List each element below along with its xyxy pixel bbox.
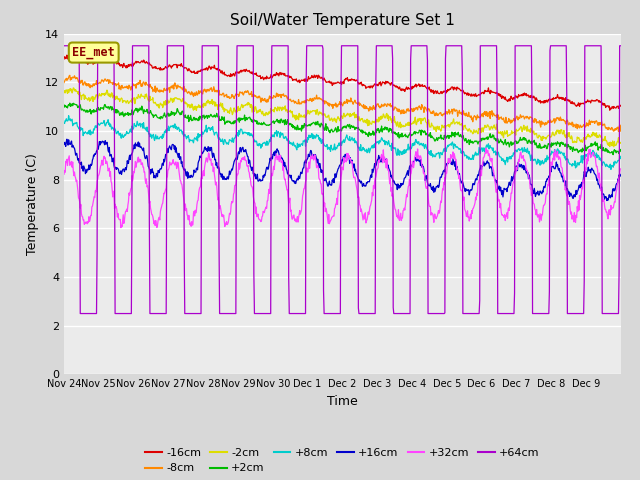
-8cm: [598, 122, 606, 128]
Line: -8cm: -8cm: [64, 75, 621, 132]
-2cm: [70, 85, 77, 91]
-8cm: [60, 80, 68, 85]
+64cm: [60, 43, 68, 48]
+2cm: [88, 111, 95, 117]
+16cm: [63, 136, 71, 142]
+2cm: [164, 110, 172, 116]
+16cm: [388, 176, 396, 182]
-2cm: [88, 95, 95, 100]
-16cm: [292, 77, 300, 83]
-8cm: [292, 99, 300, 105]
+32cm: [483, 145, 490, 151]
+16cm: [589, 168, 597, 173]
-16cm: [598, 100, 606, 106]
+64cm: [76, 311, 84, 316]
-2cm: [164, 97, 172, 103]
+32cm: [599, 199, 607, 204]
+32cm: [388, 191, 396, 197]
+8cm: [607, 167, 615, 172]
-2cm: [60, 90, 68, 96]
+32cm: [87, 213, 95, 218]
+16cm: [598, 192, 606, 198]
+64cm: [292, 311, 300, 316]
+8cm: [164, 127, 172, 133]
-16cm: [589, 98, 597, 104]
-8cm: [66, 72, 74, 78]
-2cm: [589, 131, 597, 137]
+64cm: [617, 43, 625, 48]
-8cm: [164, 86, 172, 92]
+32cm: [117, 225, 125, 230]
+2cm: [66, 100, 74, 106]
Line: -16cm: -16cm: [64, 54, 621, 110]
+64cm: [388, 56, 396, 61]
Line: +8cm: +8cm: [64, 116, 621, 169]
+2cm: [598, 148, 606, 154]
Text: EE_met: EE_met: [72, 46, 115, 59]
+8cm: [388, 144, 396, 150]
+2cm: [609, 152, 617, 157]
-8cm: [589, 119, 597, 125]
+8cm: [598, 162, 606, 168]
Y-axis label: Temperature (C): Temperature (C): [26, 153, 40, 255]
-16cm: [606, 108, 614, 113]
+2cm: [292, 124, 300, 130]
+32cm: [164, 167, 172, 173]
+2cm: [60, 102, 68, 108]
-2cm: [598, 139, 606, 144]
+16cm: [603, 198, 611, 204]
-2cm: [292, 117, 300, 123]
-16cm: [88, 60, 95, 66]
+16cm: [88, 163, 95, 168]
+16cm: [60, 142, 68, 147]
Line: -2cm: -2cm: [64, 88, 621, 147]
-8cm: [88, 84, 95, 90]
+64cm: [88, 311, 95, 316]
Line: +64cm: +64cm: [64, 46, 621, 313]
+8cm: [60, 120, 68, 125]
-2cm: [388, 118, 396, 124]
-16cm: [388, 83, 396, 89]
+8cm: [617, 156, 625, 161]
+32cm: [590, 153, 598, 158]
-2cm: [617, 140, 625, 145]
Line: +16cm: +16cm: [64, 139, 621, 201]
+64cm: [598, 311, 606, 316]
-16cm: [164, 64, 172, 70]
Line: +2cm: +2cm: [64, 103, 621, 155]
+8cm: [589, 153, 597, 159]
X-axis label: Time: Time: [327, 395, 358, 408]
-8cm: [388, 104, 396, 109]
+2cm: [388, 131, 396, 136]
+8cm: [292, 144, 300, 150]
+64cm: [589, 43, 597, 48]
Title: Soil/Water Temperature Set 1: Soil/Water Temperature Set 1: [230, 13, 455, 28]
+2cm: [589, 141, 597, 147]
+32cm: [292, 216, 300, 222]
-8cm: [617, 123, 625, 129]
+64cm: [164, 43, 172, 48]
-8cm: [614, 129, 622, 134]
Line: +32cm: +32cm: [64, 148, 621, 228]
Legend: -16cm, -8cm, -2cm, +2cm, +8cm, +16cm, +32cm, +64cm: -16cm, -8cm, -2cm, +2cm, +8cm, +16cm, +3…: [141, 444, 544, 478]
+16cm: [164, 150, 172, 156]
-16cm: [70, 51, 77, 57]
+8cm: [88, 129, 95, 135]
+16cm: [292, 180, 300, 186]
+32cm: [617, 166, 625, 172]
+2cm: [617, 148, 625, 154]
-16cm: [60, 56, 68, 62]
+32cm: [60, 171, 68, 177]
+8cm: [65, 113, 72, 119]
-2cm: [610, 144, 618, 150]
-16cm: [617, 103, 625, 108]
+16cm: [617, 171, 625, 177]
